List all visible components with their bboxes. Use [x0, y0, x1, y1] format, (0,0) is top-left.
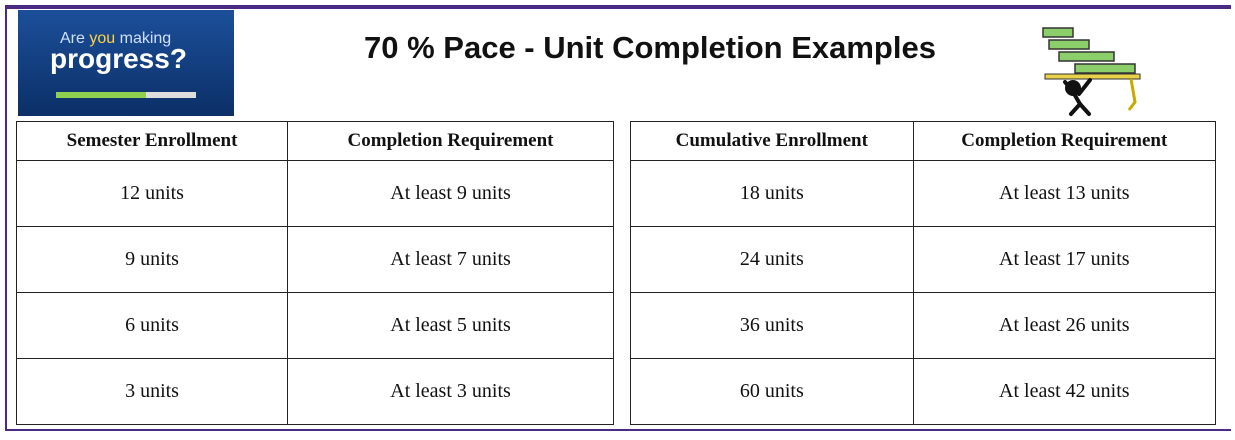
table-cell: 12 units	[15, 160, 289, 227]
column-header: Completion Requirement	[287, 121, 614, 161]
clipart	[1042, 27, 1141, 116]
table-cell: 3 units	[15, 358, 289, 425]
table: Cumulative Enrollment Completion Requirem…	[630, 121, 1217, 425]
table: Semester Enrollment Completion Requiremen…	[15, 121, 614, 425]
progress-logo: Are you making progress?	[18, 10, 234, 116]
ruler	[1044, 73, 1141, 80]
table-cell: At least 26 units	[912, 292, 1217, 359]
table-cell: At least 17 units	[912, 226, 1217, 293]
table-cell: 36 units	[630, 292, 914, 359]
logo-background	[18, 10, 234, 116]
table-cell: At least 13 units	[912, 160, 1217, 227]
header-row: Semester Enrollment Completion Requiremen…	[15, 121, 614, 161]
table-row: 9 units At least 7 units	[15, 226, 614, 293]
logo-word: you	[89, 30, 115, 47]
table-cell: At least 9 units	[287, 160, 614, 227]
table-cell: 6 units	[15, 292, 289, 359]
table-row: 36 units At least 26 units	[630, 292, 1217, 359]
logo-bar-fill	[56, 92, 146, 98]
logo-main: progress?	[50, 43, 187, 74]
title: 70 % Pace - Unit Completion Examples	[364, 30, 936, 65]
header-row: Cumulative Enrollment Completion Requirem…	[630, 121, 1217, 161]
table-cell: At least 42 units	[912, 358, 1217, 425]
table-cell: At least 3 units	[287, 358, 614, 425]
logo-word: making	[120, 30, 172, 47]
logo-word: Are	[60, 30, 85, 47]
table-row: 60 units At least 42 units	[630, 358, 1217, 425]
slide-frame	[5, 5, 1231, 431]
table-row: 12 units At least 9 units	[15, 160, 614, 227]
table-cell: 60 units	[630, 358, 914, 425]
table-cell: 9 units	[15, 226, 289, 293]
table-row: 6 units At least 5 units	[15, 292, 614, 359]
column-header: Completion Requirement	[912, 121, 1217, 161]
table-cell: 24 units	[630, 226, 914, 293]
column-header: Cumulative Enrollment	[630, 121, 914, 161]
table-row: 18 units At least 13 units	[630, 160, 1217, 227]
table-row: 3 units At least 3 units	[15, 358, 614, 425]
table-cell: 18 units	[630, 160, 914, 227]
table-row: 24 units At least 17 units	[630, 226, 1217, 293]
logo-line: Are you making	[60, 30, 171, 47]
table-cell: At least 5 units	[287, 292, 614, 359]
table-cell: At least 7 units	[287, 226, 614, 293]
column-header: Semester Enrollment	[15, 121, 289, 161]
